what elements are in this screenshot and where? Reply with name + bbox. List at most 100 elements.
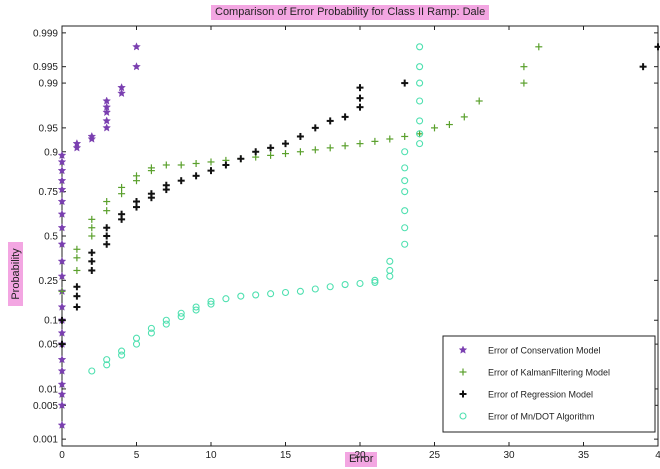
- y-axis-label-box: Probability: [8, 242, 23, 306]
- data-point-series-4: [416, 63, 424, 71]
- data-point-series-3: [162, 181, 170, 189]
- y-tick-label: 0.9: [44, 147, 58, 158]
- legend-marker: [459, 412, 467, 420]
- data-point-series-2: [535, 43, 543, 51]
- data-point-series-4: [371, 276, 379, 284]
- data-point-series-1: [57, 366, 67, 375]
- data-point-series-2: [147, 164, 155, 172]
- y-tick-label: 0.01: [39, 384, 59, 395]
- data-point-series-4: [192, 303, 200, 311]
- data-point-series-4: [147, 329, 155, 337]
- data-point-series-4: [401, 148, 409, 156]
- data-point-series-3: [356, 103, 364, 111]
- data-point-series-1: [102, 123, 111, 132]
- y-tick-label: 0.75: [39, 187, 59, 198]
- data-point-series-3: [118, 210, 126, 218]
- data-point-series-2: [282, 150, 289, 158]
- data-point-series-1: [117, 83, 126, 92]
- data-point-series-2: [311, 146, 319, 154]
- data-point-series-4: [371, 278, 379, 286]
- data-point-series-1: [72, 139, 82, 148]
- y-tick-label: 0.1: [44, 316, 58, 327]
- data-point-series-2: [416, 130, 424, 138]
- data-point-series-1: [57, 197, 67, 206]
- data-point-series-4: [207, 300, 215, 308]
- data-point-series-3: [326, 117, 334, 125]
- data-point-series-4: [356, 279, 364, 288]
- data-point-series-1: [57, 209, 67, 218]
- data-point-series-3: [103, 224, 111, 232]
- data-point-series-3: [147, 190, 155, 198]
- data-point-series-2: [88, 224, 96, 232]
- data-point-series-4: [118, 351, 126, 359]
- data-point-series-3: [401, 79, 409, 87]
- data-point-series-1: [87, 134, 97, 143]
- data-point-series-3: [58, 316, 66, 324]
- data-point-series-3: [311, 124, 319, 132]
- data-point-series-4: [401, 240, 409, 248]
- data-point-series-4: [416, 130, 424, 138]
- data-point-series-3: [192, 172, 200, 180]
- data-point-series-2: [520, 79, 528, 87]
- data-point-series-3: [252, 148, 260, 156]
- data-point-series-4: [162, 316, 170, 324]
- data-point-series-4: [132, 334, 141, 342]
- data-point-series-2: [88, 232, 96, 240]
- legend-label: Error of Regression Model: [488, 390, 593, 400]
- data-point-series-1: [57, 176, 67, 185]
- data-point-series-2: [162, 161, 170, 169]
- x-axis-label: Error: [345, 452, 378, 467]
- x-tick-label: 20: [354, 450, 366, 461]
- data-point-series-2: [118, 183, 126, 191]
- y-tick-label: 0.95: [39, 123, 59, 134]
- data-point-series-3: [88, 249, 96, 257]
- legend-box: [442, 335, 656, 433]
- legend-marker: [458, 345, 468, 354]
- data-point-series-2: [103, 207, 111, 215]
- data-point-series-2: [445, 121, 453, 129]
- data-point-series-4: [386, 257, 394, 265]
- data-point-series-2: [88, 215, 96, 223]
- data-point-series-3: [58, 340, 66, 348]
- data-point-series-2: [192, 159, 200, 167]
- x-tick-label: 35: [578, 450, 590, 461]
- data-point-series-1: [102, 96, 111, 105]
- data-point-series-4: [222, 295, 230, 303]
- data-point-series-2: [133, 172, 140, 180]
- data-point-series-3: [356, 94, 364, 102]
- data-point-series-3: [73, 283, 81, 291]
- data-point-series-1: [57, 150, 67, 160]
- x-tick-label: 10: [205, 450, 217, 461]
- data-point-series-4: [132, 340, 141, 348]
- data-point-series-2: [460, 113, 468, 121]
- data-point-series-3: [88, 257, 96, 265]
- data-point-series-1: [57, 185, 67, 194]
- data-point-series-3: [296, 132, 304, 140]
- data-point-series-2: [73, 245, 81, 253]
- data-point-series-1: [57, 400, 67, 409]
- data-point-series-4: [296, 287, 304, 295]
- data-point-series-4: [386, 272, 394, 280]
- data-point-series-4: [281, 288, 290, 297]
- data-point-series-4: [118, 347, 126, 355]
- data-point-series-3: [103, 240, 111, 248]
- legend-marker: [459, 390, 467, 398]
- data-point-series-2: [73, 254, 81, 262]
- data-point-series-2: [267, 151, 275, 159]
- data-point-series-2: [73, 266, 81, 274]
- x-tick-label: 0: [59, 450, 65, 461]
- data-point-series-4: [386, 266, 394, 275]
- data-point-series-4: [416, 43, 424, 51]
- data-point-series-4: [177, 309, 185, 317]
- data-point-series-3: [654, 43, 660, 51]
- data-point-series-3: [282, 140, 289, 148]
- data-point-series-4: [162, 320, 170, 328]
- y-tick-label: 0.05: [39, 340, 59, 351]
- data-point-series-3: [639, 63, 647, 71]
- data-point-series-4: [207, 297, 215, 305]
- y-tick-label: 0.5: [44, 232, 58, 243]
- y-tick-label: 0.25: [39, 276, 59, 287]
- data-point-series-1: [132, 62, 141, 71]
- data-point-series-4: [267, 290, 275, 298]
